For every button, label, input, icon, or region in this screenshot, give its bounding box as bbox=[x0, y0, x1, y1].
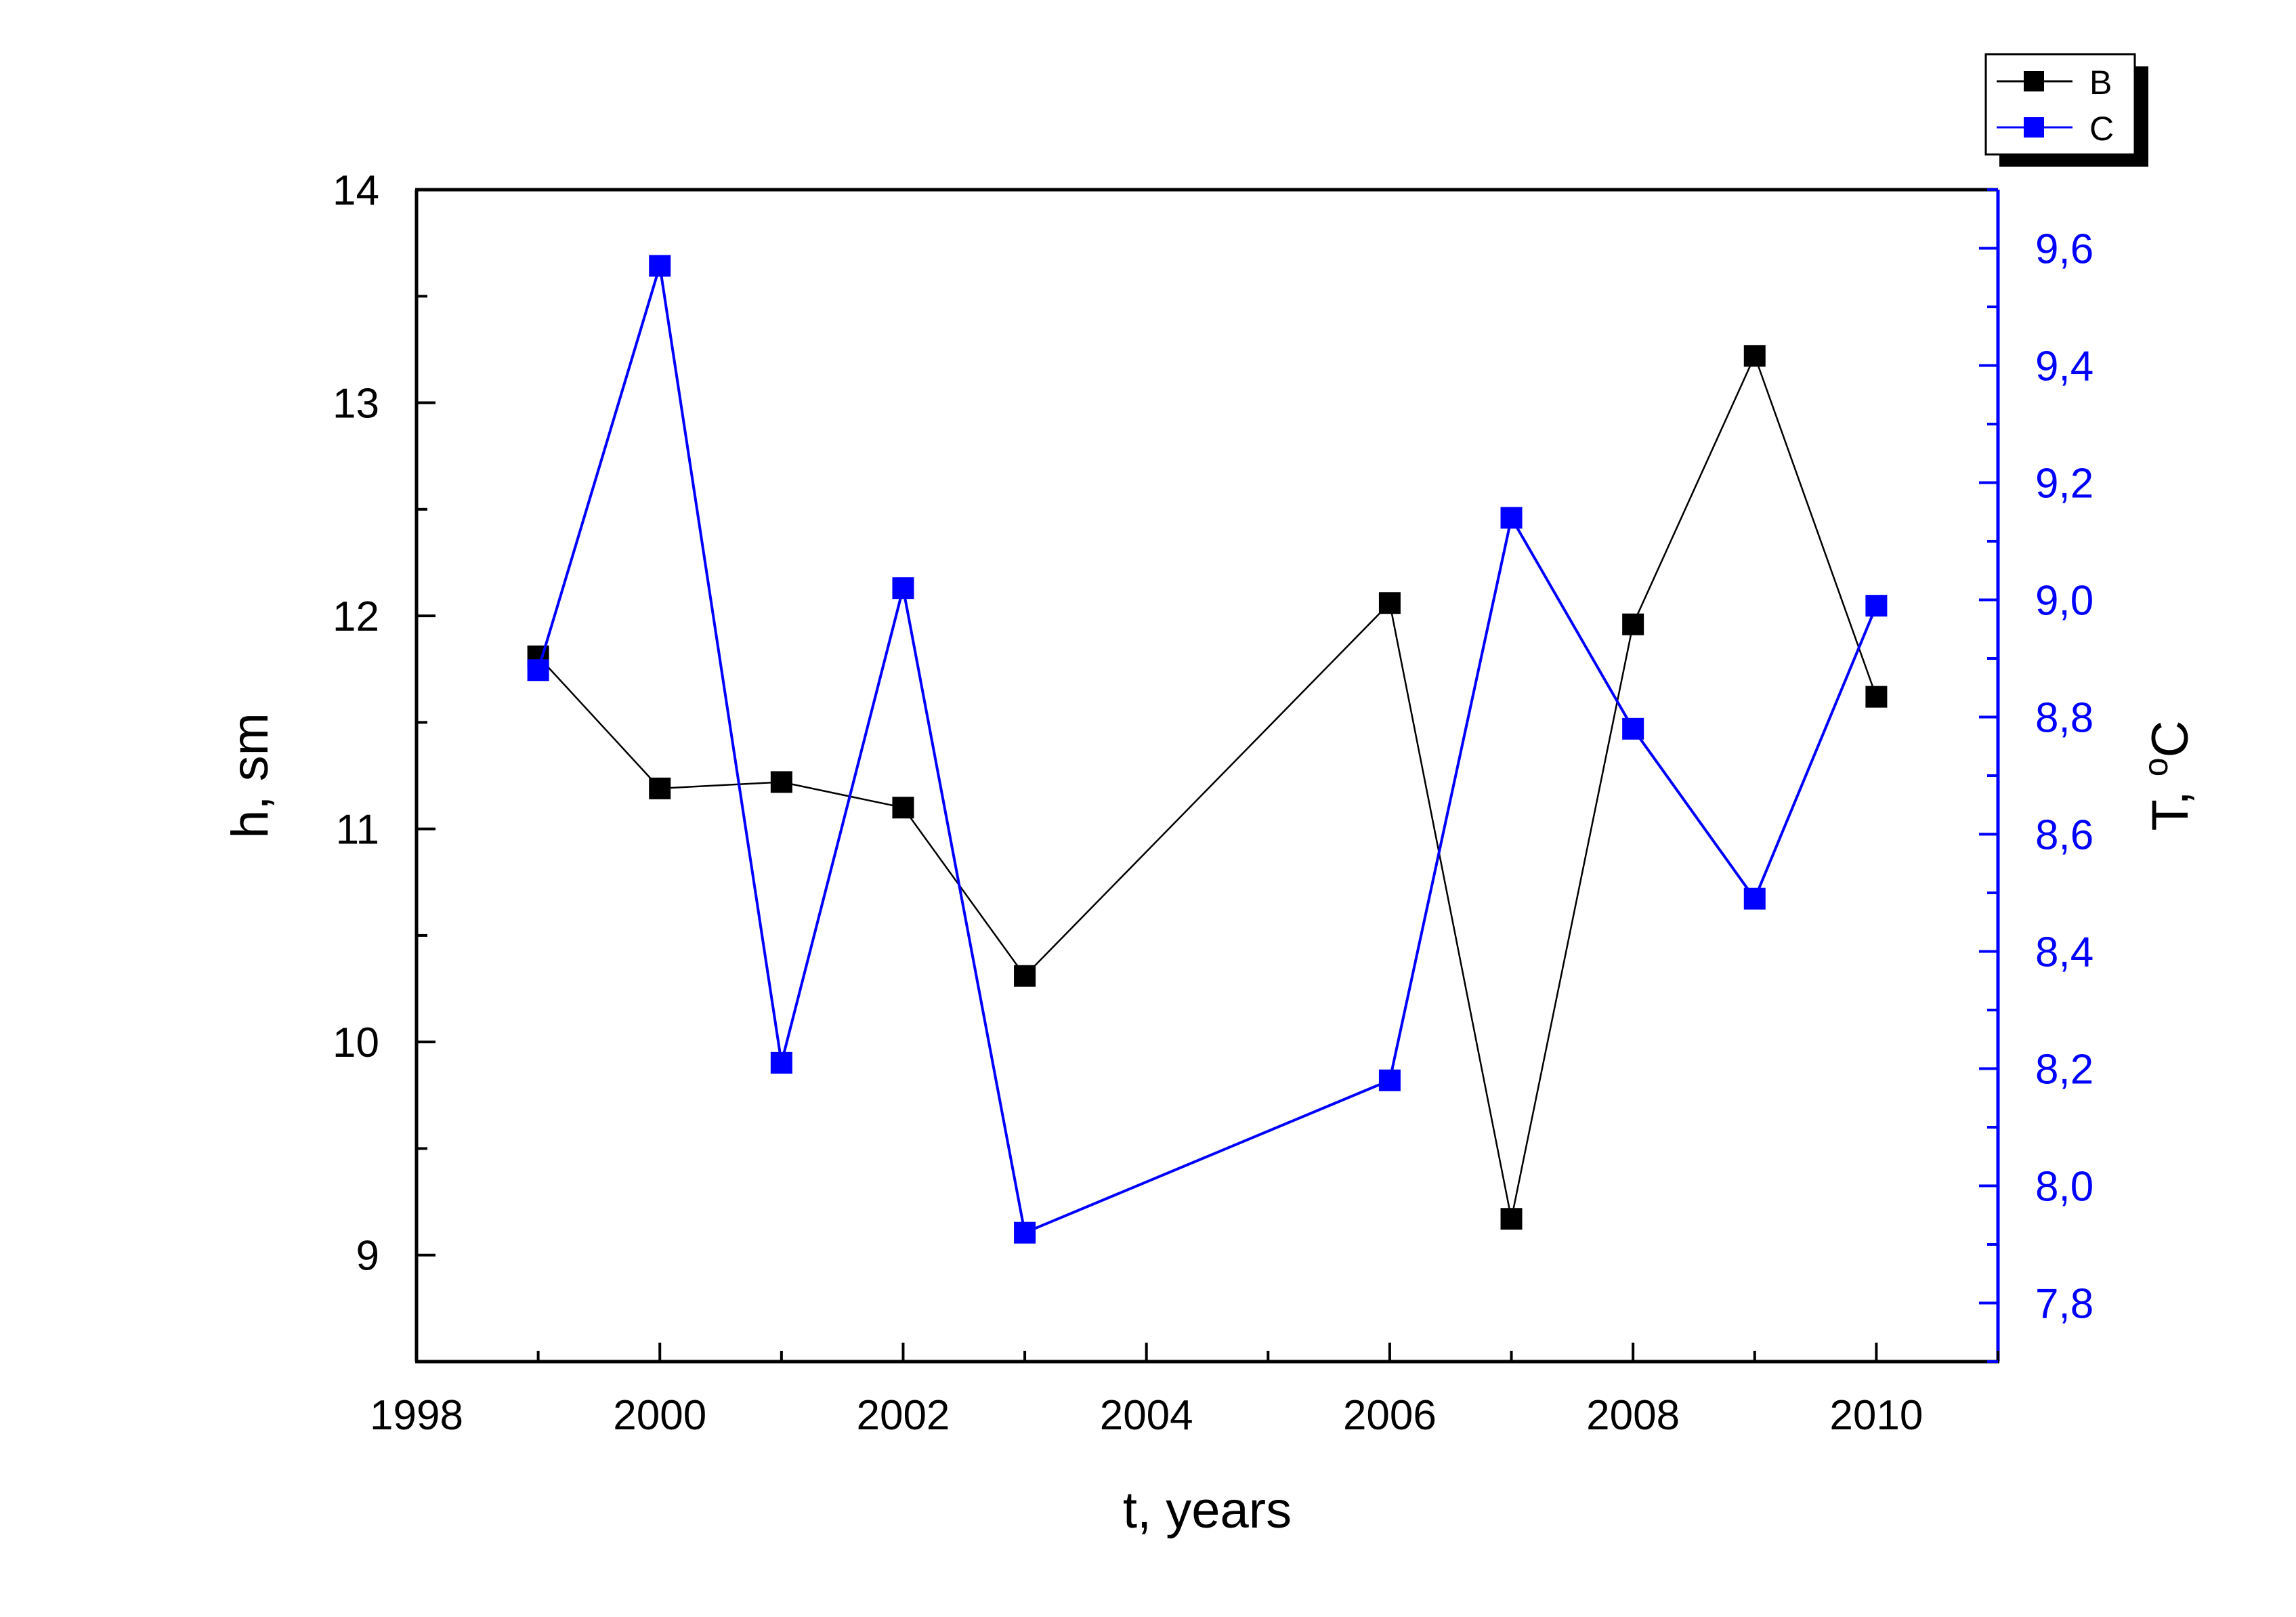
series-B-point bbox=[1743, 345, 1766, 367]
y2-tick-label: 8,8 bbox=[2035, 695, 2093, 742]
y2-tick-label: 8,4 bbox=[2035, 929, 2093, 976]
y-tick-label: 10 bbox=[333, 1020, 379, 1066]
series-B-point bbox=[649, 777, 671, 799]
y-tick-label: 11 bbox=[336, 807, 379, 854]
y-axis-title: h, sm bbox=[221, 713, 279, 839]
legend-B-label: B bbox=[2089, 64, 2112, 102]
x-tick-label: 2002 bbox=[856, 1392, 950, 1439]
y2-tick-label: 9,4 bbox=[2035, 343, 2093, 390]
y2-tick-label: 9,6 bbox=[2035, 226, 2093, 273]
series-C-point bbox=[1622, 717, 1644, 740]
series-B-point bbox=[892, 797, 914, 819]
series-C-point bbox=[770, 1051, 792, 1074]
series-B-point bbox=[1622, 613, 1644, 635]
x-tick-label: 2006 bbox=[1343, 1392, 1437, 1439]
y2-axis-title-superscript: o bbox=[2137, 757, 2175, 776]
x-tick-label: 1998 bbox=[370, 1392, 463, 1439]
series-B-line bbox=[537, 354, 1877, 1219]
legend-C-label: C bbox=[2089, 110, 2114, 148]
axes-layer: 1998 2000 2002 2004 2006 2008 2010 9 10 11 12 13 14 7… bbox=[221, 167, 2199, 1539]
y2-tick-label: 7,8 bbox=[2035, 1281, 2093, 1328]
y2-axis-title-unit: C bbox=[2142, 721, 2199, 758]
series-B-point bbox=[1014, 965, 1036, 987]
legend: BC bbox=[1984, 53, 2148, 167]
x-axis-title: t, years bbox=[1123, 1482, 1292, 1539]
legend-C-swatch-marker bbox=[2024, 117, 2044, 138]
y2-tick-label: 9,2 bbox=[2035, 461, 2093, 507]
legend-box bbox=[1984, 53, 2136, 156]
series-B-point bbox=[1500, 1208, 1523, 1230]
series-B-point bbox=[1378, 592, 1401, 614]
series-B-point bbox=[770, 771, 792, 793]
series-C-point bbox=[1014, 1221, 1036, 1244]
x-tick-label: 2010 bbox=[1829, 1392, 1923, 1439]
y2-axis-title-text: T, bbox=[2142, 776, 2199, 831]
y-tick-label: 13 bbox=[333, 381, 379, 427]
y-tick-label: 12 bbox=[333, 593, 379, 640]
legend-B-swatch-marker bbox=[2024, 71, 2044, 91]
x-tick-label: 2004 bbox=[1100, 1392, 1193, 1439]
y2-tick-label: 8,0 bbox=[2035, 1164, 2093, 1211]
series-C-point bbox=[649, 255, 671, 277]
y2-tick-label: 9,0 bbox=[2035, 578, 2093, 625]
series-C-point bbox=[1378, 1069, 1401, 1091]
x-tick-label: 2000 bbox=[613, 1392, 706, 1439]
x-tick-label: 2008 bbox=[1586, 1392, 1680, 1439]
y2-tick-label: 8,2 bbox=[2035, 1047, 2093, 1093]
series-C-line bbox=[536, 265, 1878, 1235]
y2-axis-title: T, oC bbox=[2137, 721, 2199, 831]
series-C-point bbox=[1500, 507, 1523, 529]
series-layer bbox=[527, 255, 1888, 1244]
y-tick-label: 14 bbox=[333, 167, 379, 214]
y-tick-label: 9 bbox=[356, 1233, 379, 1280]
series-C-point bbox=[527, 659, 549, 681]
series-C-point bbox=[1865, 595, 1888, 617]
y2-tick-label: 8,6 bbox=[2035, 812, 2093, 859]
series-C-point bbox=[892, 577, 914, 600]
series-C-point bbox=[1743, 887, 1766, 910]
series-B-point bbox=[1865, 686, 1888, 708]
